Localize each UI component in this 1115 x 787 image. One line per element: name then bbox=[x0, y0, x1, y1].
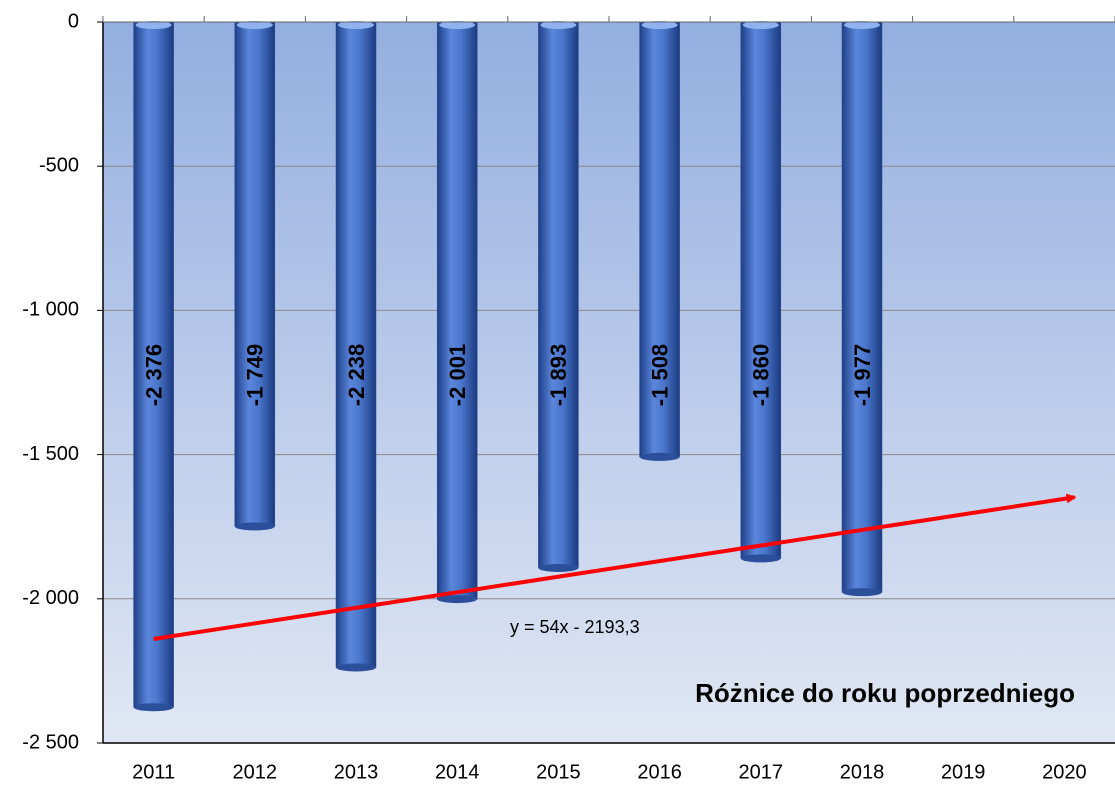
x-tick-label: 2011 bbox=[132, 761, 175, 783]
value-label: -1 749 bbox=[243, 344, 268, 406]
bar-top bbox=[844, 21, 880, 29]
bar bbox=[740, 21, 782, 559]
trend-label: y = 54x - 2193,3 bbox=[510, 617, 640, 637]
bar bbox=[436, 21, 478, 600]
bar-top bbox=[540, 21, 577, 29]
bar-cap bbox=[740, 554, 781, 563]
y-tick-label: -1 000 bbox=[22, 299, 79, 321]
y-tick-label: -500 bbox=[39, 154, 79, 176]
y-tick-label: 0 bbox=[68, 10, 79, 32]
bar-cap bbox=[336, 663, 376, 672]
bar-cap bbox=[538, 563, 579, 572]
bar bbox=[234, 21, 276, 527]
bar-top bbox=[135, 21, 172, 29]
y-tick-label: -2 000 bbox=[22, 587, 79, 609]
bar-cap bbox=[234, 522, 275, 531]
chart-title: Różnice do roku poprzedniego bbox=[695, 678, 1075, 708]
y-tick-label: -2 500 bbox=[22, 731, 79, 753]
bar-top bbox=[641, 21, 678, 29]
bar-top bbox=[439, 21, 476, 29]
bar bbox=[639, 21, 680, 458]
x-tick-label: 2016 bbox=[637, 761, 682, 783]
y-tick-label: -1 500 bbox=[22, 443, 79, 465]
bar bbox=[335, 21, 377, 668]
x-tick-label: 2012 bbox=[233, 761, 278, 783]
bar-cap bbox=[133, 703, 174, 712]
bar bbox=[841, 21, 883, 593]
value-label: -1 893 bbox=[546, 344, 571, 406]
bar-cap bbox=[842, 588, 882, 597]
bar-cap bbox=[639, 452, 680, 461]
value-label: -2 001 bbox=[445, 344, 470, 406]
x-tick-label: 2017 bbox=[739, 761, 784, 783]
x-tick-label: 2014 bbox=[435, 761, 480, 783]
x-tick-label: 2015 bbox=[536, 761, 581, 783]
bar-top bbox=[236, 21, 273, 29]
x-tick-label: 2020 bbox=[1042, 761, 1087, 783]
bar-cap bbox=[437, 595, 478, 604]
x-tick-label: 2018 bbox=[840, 761, 885, 783]
bar bbox=[538, 21, 579, 569]
value-label: -2 238 bbox=[344, 344, 369, 406]
bar-top bbox=[742, 21, 779, 29]
bar-top bbox=[338, 21, 374, 29]
x-tick-label: 2019 bbox=[941, 761, 986, 783]
trend-line bbox=[153, 493, 1077, 641]
value-label: -1 977 bbox=[850, 344, 875, 406]
x-tick-label: 2013 bbox=[334, 761, 379, 783]
value-label: -1 860 bbox=[749, 344, 774, 406]
value-label: -1 508 bbox=[647, 344, 672, 406]
value-label: -2 376 bbox=[141, 344, 166, 406]
